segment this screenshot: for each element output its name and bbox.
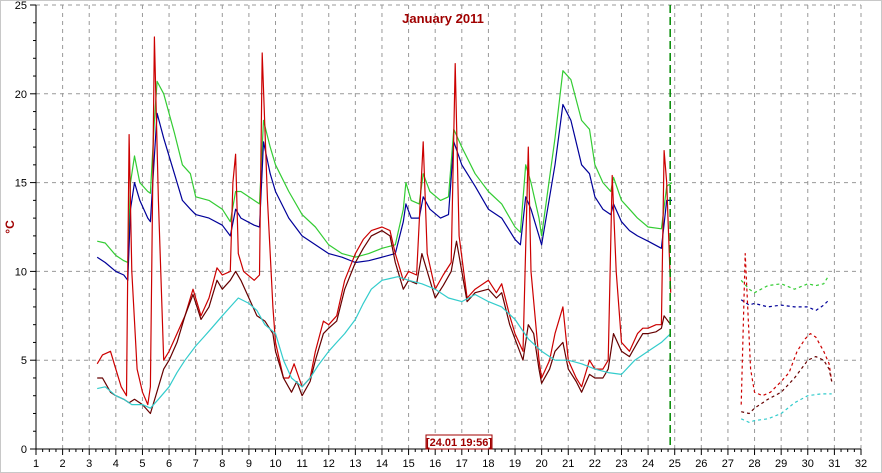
- x-tick-label: 14: [376, 458, 388, 470]
- y-tick-label: 0: [21, 444, 27, 456]
- labels: 1 2 3 4 5 6 7 8 9 10 11 12 13 14 15 16 17 18 19 20 21 22 23 24 2…: [3, 1, 867, 470]
- series-line-green-dashed: [740, 274, 830, 294]
- x-tick-label: 1: [33, 458, 39, 470]
- x-tick-label: 8: [219, 458, 225, 470]
- x-tick-label: 26: [695, 458, 707, 470]
- series-lines: [96, 5, 833, 449]
- timestamp-label: [24.01 19:56]: [426, 437, 492, 449]
- x-tick-label: 24: [642, 458, 654, 470]
- x-tick-label: 6: [166, 458, 172, 470]
- y-axis-label: °C: [3, 220, 17, 234]
- series-line-green-solid: [97, 70, 673, 264]
- x-tick-label: 7: [193, 458, 199, 470]
- series-line-cyan-solid: [97, 276, 672, 409]
- x-tick-label: 18: [482, 458, 494, 470]
- series-line-red-dashed: [740, 253, 833, 405]
- x-tick-label: 30: [802, 458, 814, 470]
- x-tick-label: 16: [429, 458, 441, 470]
- y-tick-label: 15: [15, 178, 27, 190]
- x-tick-label: 28: [748, 458, 760, 470]
- series-line-blue-solid: [96, 103, 672, 281]
- timestamp-box: [425, 434, 493, 450]
- x-tick-label: 9: [246, 458, 252, 470]
- x-tick-label: 2: [60, 458, 66, 470]
- x-tick-label: 5: [139, 458, 145, 470]
- x-tick-label: 11: [296, 458, 307, 470]
- x-tick-label: 12: [323, 458, 335, 470]
- x-tick-label: 4: [113, 458, 119, 470]
- x-tick-label: 25: [669, 458, 681, 470]
- chart-title: January 2011: [402, 11, 484, 26]
- y-tick-label: 20: [15, 89, 27, 101]
- x-tick-label: 22: [589, 458, 601, 470]
- series-line-blue-dashed: [740, 299, 830, 312]
- axes: [30, 4, 862, 455]
- series-line-cyan-dashed: [740, 393, 832, 423]
- x-tick-label: 21: [562, 458, 574, 470]
- x-tick-label: 13: [349, 458, 361, 470]
- x-tick-label: 32: [855, 458, 867, 470]
- x-tick-label: 20: [536, 458, 548, 470]
- y-tick-label: 5: [21, 355, 27, 367]
- y-tick-label: 10: [15, 266, 27, 278]
- x-tick-label: 15: [402, 458, 414, 470]
- x-tick-label: 31: [828, 458, 840, 470]
- x-tick-label: 23: [615, 458, 627, 470]
- y-tick-label: 25: [15, 1, 27, 12]
- x-tick-label: 19: [509, 458, 521, 470]
- x-tick-label: 3: [86, 458, 92, 470]
- series-line-red-solid: [96, 36, 672, 406]
- x-tick-label: 27: [722, 458, 734, 470]
- series-line-darkred-solid: [97, 230, 672, 415]
- series-line-darkred-dashed: [741, 356, 833, 415]
- x-tick-label: 29: [775, 458, 787, 470]
- x-tick-label: 17: [456, 458, 468, 470]
- x-tick-label: 10: [269, 458, 281, 470]
